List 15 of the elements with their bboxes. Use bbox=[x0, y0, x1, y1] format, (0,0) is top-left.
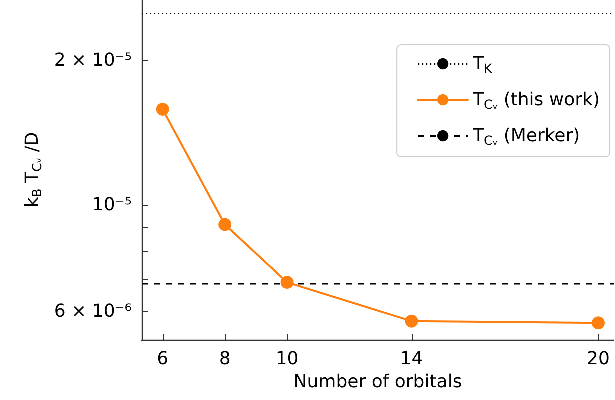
x-tick-label: 20 bbox=[586, 348, 610, 370]
y-tick-label: 6 × 10⁻⁶ bbox=[54, 301, 132, 322]
x-tick-label: 14 bbox=[400, 348, 424, 370]
x-tick-label: 6 bbox=[157, 348, 169, 370]
point bbox=[280, 276, 294, 290]
x-tick-label: 10 bbox=[276, 348, 299, 370]
point bbox=[218, 218, 232, 232]
point bbox=[156, 103, 170, 116]
x-tick-label: 8 bbox=[219, 348, 231, 370]
point bbox=[405, 314, 418, 328]
x-axis-title: Number of orbitals bbox=[294, 371, 462, 392]
y-tick-label: 2 × 10⁻⁵ bbox=[54, 50, 132, 71]
y-tick-label: 10⁻⁵ bbox=[92, 194, 132, 216]
point bbox=[592, 316, 605, 330]
y-axis-title: kB TCᵥ /D bbox=[22, 132, 44, 208]
